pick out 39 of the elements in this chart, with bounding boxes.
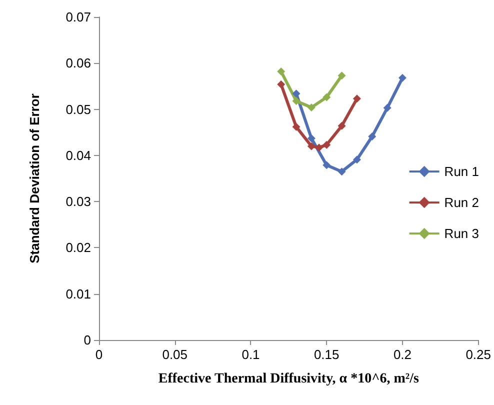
point [277, 67, 286, 76]
point [292, 90, 300, 98]
point [322, 93, 331, 102]
x-tick-label: 0.25 [466, 347, 492, 362]
x-tick-label: 0.1 [242, 347, 260, 362]
point [338, 168, 346, 176]
point [398, 74, 406, 82]
point [338, 122, 346, 130]
y-tick-label: 0.01 [66, 286, 91, 302]
y-tick-label: 0.02 [66, 240, 91, 256]
point [315, 144, 324, 152]
point [338, 72, 346, 80]
point [352, 156, 361, 164]
y-tick-label: 0 [84, 332, 91, 348]
x-tick-label: 0.05 [162, 347, 188, 362]
y-tick-label: 0.04 [66, 148, 91, 163]
x-tick-label: 0.15 [314, 347, 340, 362]
point [277, 80, 286, 88]
point [322, 140, 331, 149]
point [307, 134, 316, 142]
x-tick-label: 0.2 [393, 347, 412, 362]
legend-label: Run 3 [444, 226, 480, 241]
x-tick-label: 0 [95, 347, 103, 362]
point [292, 122, 300, 131]
y-tick-label: 0.03 [66, 194, 91, 210]
point [352, 94, 361, 103]
legend-label: Run 2 [444, 195, 480, 210]
point [307, 142, 316, 150]
y-axis-title: Standard Deviation of Error [27, 94, 42, 264]
point [292, 96, 300, 105]
point [368, 132, 376, 141]
y-tick-label: 0.07 [66, 10, 91, 24]
legend-label: Run 1 [444, 164, 480, 179]
x-axis-title: Effective Thermal Diffusivity, α *10^6, m²/s [158, 372, 420, 386]
point [383, 104, 392, 112]
y-tick-label: 0.05 [66, 102, 91, 117]
point [322, 161, 331, 170]
point [307, 103, 316, 112]
y-tick-label: 0.06 [66, 56, 91, 71]
